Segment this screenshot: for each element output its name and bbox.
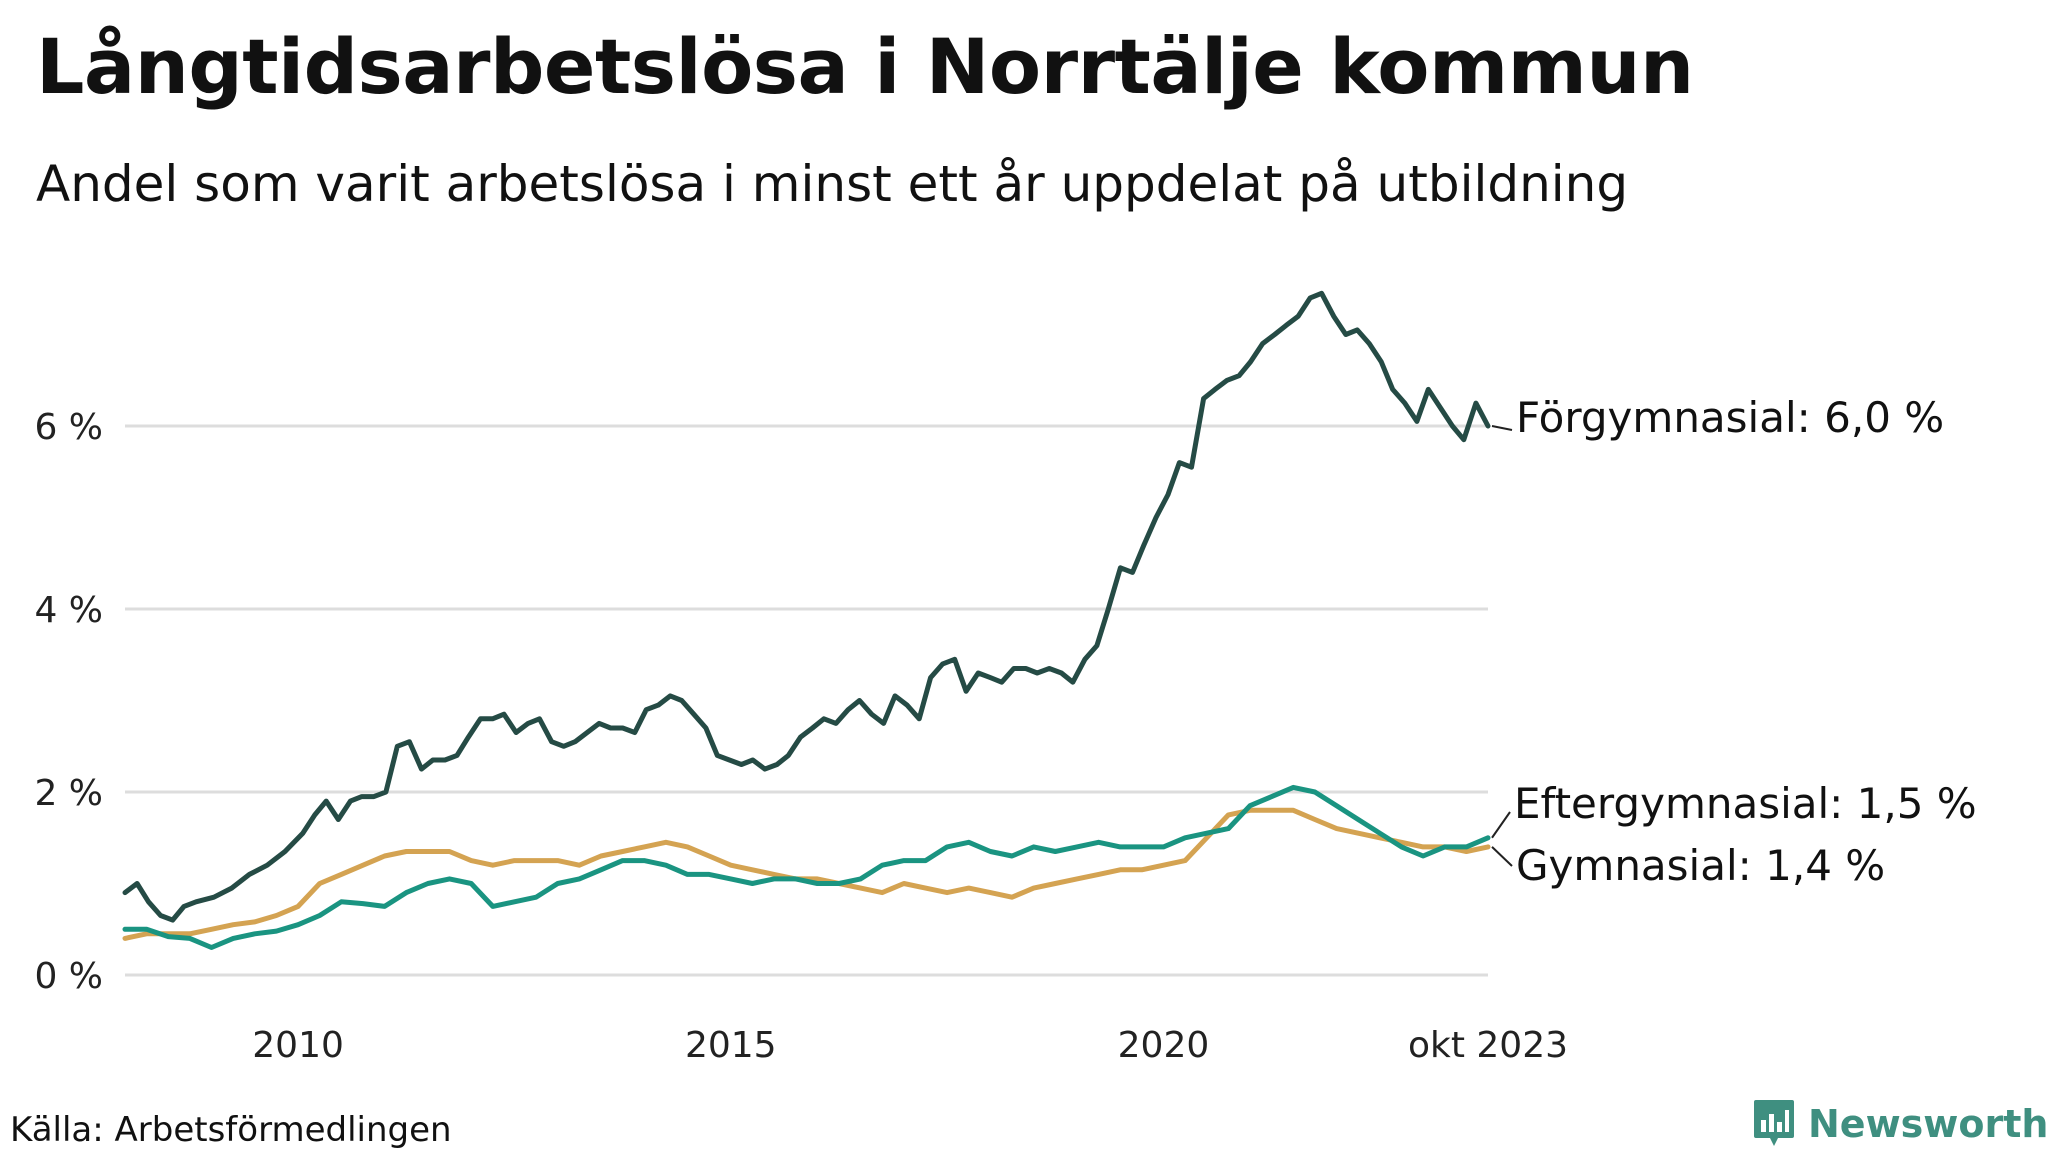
- y-axis-ticks: 0 % 2 % 4 % 6 %: [34, 407, 103, 997]
- brand-name: Newsworthy: [1808, 1102, 2048, 1146]
- leader-line-0: [1491, 425, 1513, 431]
- leader-line-2: [1491, 846, 1513, 867]
- y-tick-label-0: 0 %: [34, 956, 103, 997]
- end-label-gymnasial: Gymnasial: 1,4 %: [1516, 841, 1885, 890]
- brand-logo[interactable]: Newsworthy: [1752, 1098, 2048, 1150]
- x-tick-label-1: 2015: [685, 1025, 777, 1066]
- leader-line-1: [1491, 811, 1511, 839]
- series-lines: [122, 290, 1491, 950]
- end-label-f-rgymnasial: Förgymnasial: 6,0 %: [1516, 393, 1944, 442]
- chart-title: Långtidsarbetslösa i Norrtälje kommun: [36, 22, 1694, 111]
- series-line-gymnasial: [122, 807, 1491, 941]
- y-tick-label-4: 4 %: [34, 590, 103, 631]
- source-note: Källa: Arbetsförmedlingen: [10, 1110, 452, 1150]
- series-line-f-rgymnasial: [122, 290, 1491, 923]
- newsworthy-logo-icon: [1754, 1100, 1794, 1146]
- gridlines: [125, 424, 1488, 977]
- x-axis-ticks: 2010 2015 2020 okt 2023: [252, 1025, 1568, 1066]
- end-labels: Förgymnasial: 6,0 % Eftergymnasial: 1,5 %…: [1491, 393, 1977, 890]
- x-tick-label-2: 2020: [1118, 1025, 1210, 1066]
- x-tick-label-3: okt 2023: [1408, 1025, 1568, 1066]
- x-tick-label-0: 2010: [252, 1025, 344, 1066]
- series-line-eftergymnasial: [122, 784, 1491, 950]
- chart-subtitle: Andel som varit arbetslösa i minst ett å…: [36, 155, 1629, 213]
- end-label-eftergymnasial: Eftergymnasial: 1,5 %: [1514, 779, 1977, 828]
- y-tick-label-6: 6 %: [34, 407, 103, 448]
- y-tick-label-2: 2 %: [34, 773, 103, 814]
